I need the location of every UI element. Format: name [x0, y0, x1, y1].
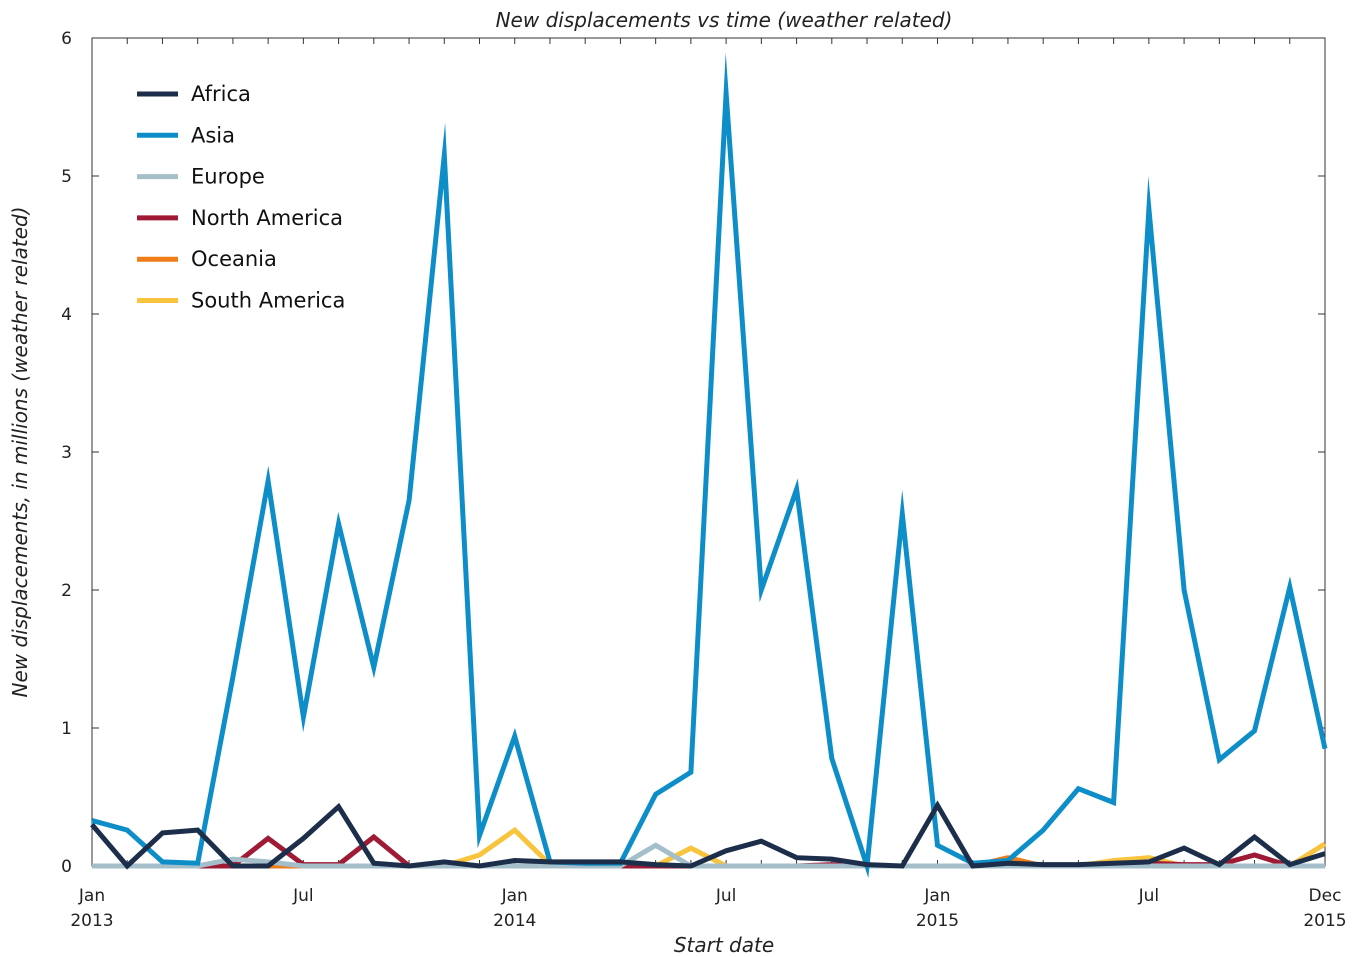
legend-label: Asia	[191, 123, 235, 147]
x-tick-label: Jan	[501, 886, 528, 906]
legend-label: Oceania	[191, 247, 277, 271]
legend-label: South America	[191, 289, 345, 313]
x-tick-label-year: 2015	[1303, 911, 1346, 931]
x-tick-label: Jan	[78, 886, 105, 906]
x-axis: Jan 2013 Jul Jan 2014 Jul Jan 2015 Jul Dec 2015	[70, 38, 1347, 931]
series-lines	[90, 52, 1328, 879]
x-tick-label: Jan	[923, 886, 950, 906]
x-tick-label: Jul	[292, 886, 314, 906]
legend-label: Africa	[191, 82, 251, 106]
x-tick-label-year: 2015	[916, 911, 959, 931]
y-tick-label: 5	[61, 167, 72, 187]
y-tick-label: 2	[61, 581, 72, 601]
legend-label: North America	[191, 206, 343, 230]
series-line-africa	[90, 800, 1326, 870]
series-line-asia	[91, 52, 1328, 879]
x-tick-label-year: 2013	[70, 911, 113, 931]
legend-label: Europe	[191, 165, 265, 189]
x-tick-label: Jul	[715, 886, 737, 906]
y-axis-label: New displacements, in millions (weather …	[8, 207, 32, 698]
y-tick-label: 4	[61, 305, 72, 325]
x-tick-label-year: 2014	[493, 911, 536, 931]
x-axis-label: Start date	[674, 933, 774, 957]
y-tick-label: 6	[61, 29, 72, 49]
y-tick-label: 0	[61, 857, 72, 877]
y-tick-label: 1	[61, 719, 72, 739]
legend: Africa Asia Europe North America Oceania Sout…	[137, 82, 345, 313]
x-tick-label: Jul	[1138, 886, 1160, 906]
chart-title: New displacements vs time (weather relat…	[496, 8, 953, 32]
y-tick-label: 3	[61, 443, 72, 463]
series-line-europe	[92, 842, 1325, 869]
x-tick-label: Dec	[1309, 886, 1342, 906]
